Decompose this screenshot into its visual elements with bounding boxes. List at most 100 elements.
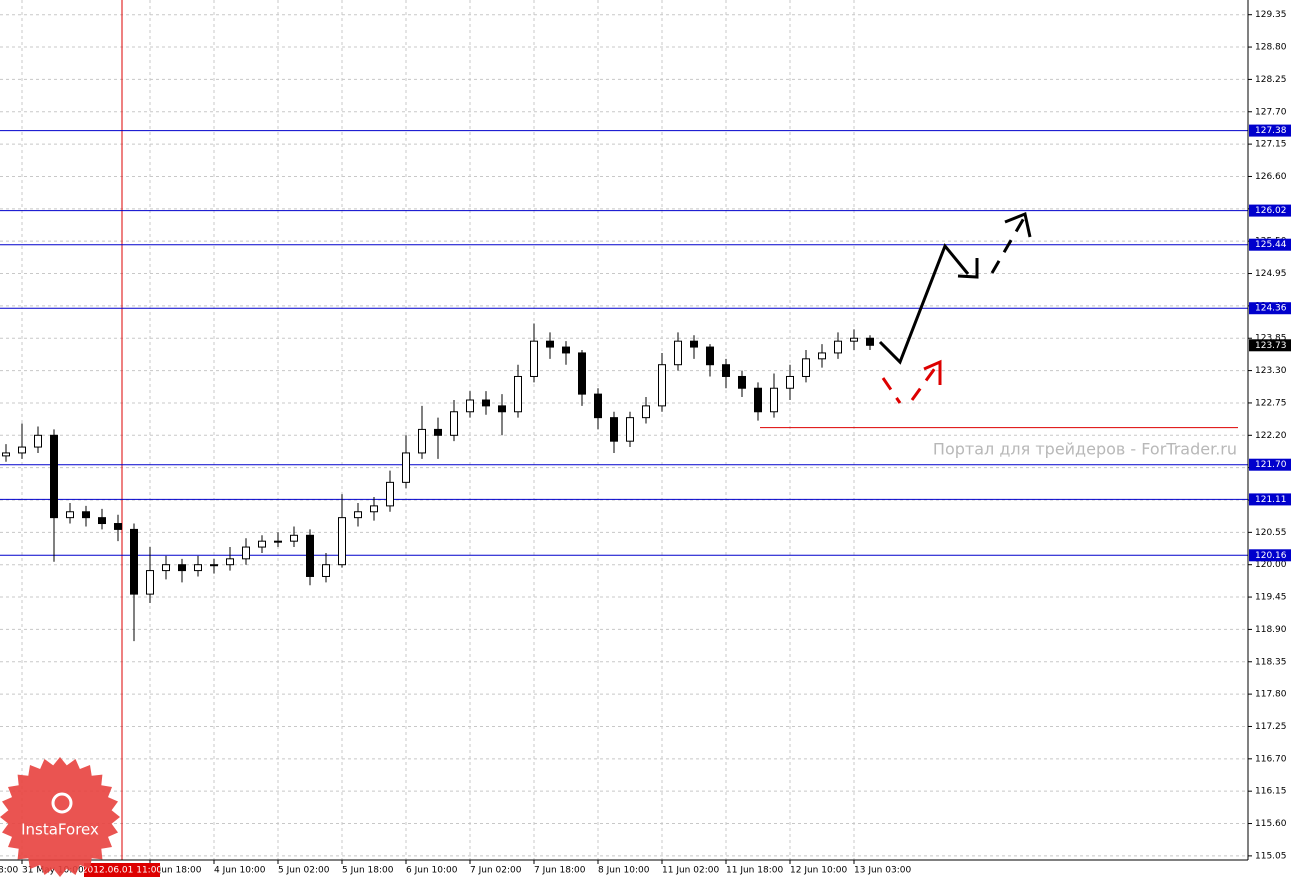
x-tick-label: 5 Jun 02:00 — [278, 866, 330, 876]
candle-body — [850, 337, 858, 342]
candle-body — [626, 417, 634, 442]
candle-body — [834, 340, 842, 354]
candle-body — [402, 452, 410, 483]
y-tick-label: 123.30 — [1255, 366, 1287, 376]
y-tick-label: 116.15 — [1255, 787, 1287, 797]
candle-body — [258, 540, 266, 548]
candle-body — [242, 546, 250, 560]
level-label-box — [1249, 124, 1291, 137]
arrow-head — [1004, 211, 1032, 238]
forecast-arrow — [910, 363, 940, 401]
y-tick-label: 120.00 — [1255, 560, 1287, 570]
arrow-head — [923, 359, 942, 385]
candle-body — [610, 417, 618, 442]
x-tick-label: 7 Jun 02:00 — [470, 866, 522, 876]
forecast-arrow — [881, 377, 902, 404]
y-tick-label: 118.90 — [1255, 625, 1287, 635]
y-tick-label: 126.60 — [1255, 172, 1287, 182]
level-label: 125.44 — [1255, 240, 1287, 250]
x-tick-label: 6 Jun 10:00 — [406, 866, 458, 876]
candle-body — [146, 570, 154, 595]
candle-body — [562, 346, 570, 354]
forecast-arrow — [990, 217, 1026, 274]
candle-body — [338, 517, 346, 566]
candle-body — [274, 540, 282, 543]
x-tick-label: 7 Jun 18:00 — [534, 866, 586, 876]
candle-body — [386, 481, 394, 507]
level-label: 124.36 — [1255, 304, 1287, 314]
candle-body — [210, 564, 218, 567]
level-label-box — [1249, 458, 1291, 471]
level-label-box — [1249, 238, 1291, 251]
candle-body — [450, 411, 458, 436]
candle-body — [514, 375, 522, 413]
y-tick-label: 116.70 — [1255, 754, 1287, 764]
candle-body — [466, 399, 474, 413]
level-label-box — [1249, 549, 1291, 562]
candle-body — [370, 505, 378, 513]
candle-body — [162, 564, 170, 572]
candle-body — [354, 511, 362, 519]
candle-body — [114, 523, 122, 530]
y-tick-label: 129.35 — [1255, 10, 1287, 20]
watermark: Портал для трейдеров - ForTrader.ru — [933, 440, 1237, 459]
candle-body — [754, 387, 762, 413]
x-tick-label: 11 Jun 02:00 — [662, 866, 719, 876]
candle-body — [34, 434, 42, 448]
grid — [0, 0, 1248, 860]
y-tick-label: 128.25 — [1255, 75, 1287, 85]
x-tick-label: 11 Jun 18:00 — [726, 866, 783, 876]
x-tick-label: 8 Jun 10:00 — [598, 866, 650, 876]
x-tick-label: 31 May 10:00 — [22, 866, 84, 876]
x-tick-label: 4 Jun 10:00 — [214, 866, 266, 876]
level-label-box — [1249, 204, 1291, 217]
y-tick-label: 122.75 — [1255, 398, 1287, 408]
y-tick-label: 117.80 — [1255, 690, 1287, 700]
candle-body — [130, 528, 138, 595]
candle-body — [578, 352, 586, 395]
candle-body — [498, 405, 506, 413]
candle-body — [434, 428, 442, 436]
x-tick-label: 13 Jun 03:00 — [854, 866, 911, 876]
level-label: 121.11 — [1255, 495, 1287, 505]
logo: InstaForex — [0, 757, 120, 877]
candle-body — [642, 405, 650, 419]
level-label: 120.16 — [1255, 551, 1287, 561]
x-tick-label: 5 Jun 18:00 — [342, 866, 394, 876]
candle-body — [322, 564, 330, 577]
y-tick-label: 124.95 — [1255, 269, 1287, 279]
level-label: 127.38 — [1255, 126, 1287, 136]
candle-body — [482, 399, 490, 407]
current-price-label: 123.73 — [1255, 341, 1287, 351]
candle-body — [658, 364, 666, 407]
logo-icon — [51, 792, 73, 814]
candle-body — [50, 434, 58, 519]
level-label-box — [1249, 302, 1291, 315]
candle-body — [770, 387, 778, 413]
candle-body — [818, 352, 826, 360]
marker-label-box — [84, 863, 160, 877]
y-tick-label: 115.60 — [1255, 819, 1287, 829]
candle-body — [306, 534, 314, 577]
candle-body — [290, 534, 298, 542]
level-label: 126.02 — [1255, 206, 1287, 216]
candle-body — [802, 358, 810, 377]
candle-body — [786, 375, 794, 389]
candle-body — [194, 564, 202, 572]
candle-body — [82, 511, 90, 519]
y-tick-label: 119.45 — [1255, 593, 1287, 603]
x-tick-label: 1 Jun 18:00 — [150, 866, 202, 876]
y-tick-label: 118.35 — [1255, 657, 1287, 667]
x-tick-label: 12 Jun 10:00 — [790, 866, 847, 876]
y-tick-label: 120.55 — [1255, 528, 1287, 538]
candle-body — [866, 337, 874, 346]
candle-body — [530, 340, 538, 377]
y-tick-label: 127.70 — [1255, 107, 1287, 117]
candle-body — [546, 340, 554, 348]
logo-text: InstaForex — [21, 821, 99, 839]
y-tick-label: 115.05 — [1255, 851, 1287, 861]
candle-body — [674, 340, 682, 366]
candle-body — [66, 511, 74, 519]
